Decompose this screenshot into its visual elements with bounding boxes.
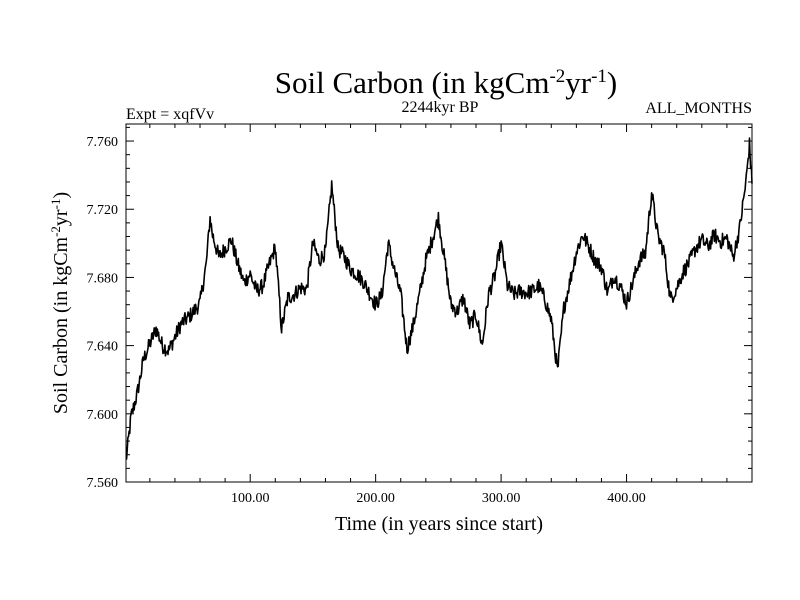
y-tick-label: 7.760 xyxy=(87,135,119,150)
x-tick-labels: 100.00 200.00 300.00 400.00 xyxy=(231,491,646,506)
chart-title: Soil Carbon (in kgCm-2yr-1) xyxy=(275,65,618,100)
y-tick-label: 7.720 xyxy=(87,203,119,218)
y-tick-label: 7.680 xyxy=(87,271,119,286)
plot-frame xyxy=(125,123,753,483)
x-tick-label: 400.00 xyxy=(607,491,646,506)
x-tick-label: 100.00 xyxy=(231,491,270,506)
y-tick-label: 7.600 xyxy=(87,408,119,423)
period-label: 2244kyr BP xyxy=(402,99,479,116)
x-tick-label: 300.00 xyxy=(482,491,521,506)
y-tick-label: 7.560 xyxy=(87,476,119,491)
x-axis-label: Time (in years since start) xyxy=(335,513,543,535)
series-line-soil-carbon xyxy=(125,137,753,460)
x-tick-label: 200.00 xyxy=(356,491,395,506)
y-axis-label: Soil Carbon (in kgCm-2yr-1) xyxy=(48,192,72,414)
axis-ticks xyxy=(126,124,752,483)
experiment-label: Expt = xqfVv xyxy=(126,106,214,123)
y-tick-label: 7.640 xyxy=(87,340,119,355)
months-label: ALL_MONTHS xyxy=(645,100,752,117)
y-tick-labels: 7.560 7.600 7.640 7.680 7.720 7.760 xyxy=(87,135,119,491)
